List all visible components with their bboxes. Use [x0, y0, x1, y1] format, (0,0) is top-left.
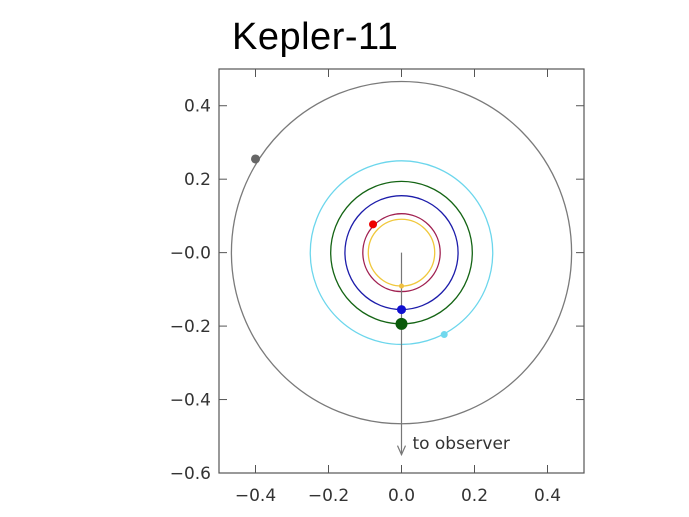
planets [251, 154, 448, 339]
planet-2 [369, 220, 378, 229]
y-tick-label: −0.2 [170, 317, 211, 337]
y-tick-label: 0.2 [184, 170, 211, 190]
x-axis-ticks: −0.4 −0.2 0.0 0.2 0.4 [235, 69, 561, 506]
y-tick-label: −0.0 [170, 244, 211, 264]
annotation-to-observer: to observer [412, 434, 509, 454]
y-tick-label: −0.6 [170, 464, 211, 484]
x-tick-label: 0.0 [388, 486, 415, 506]
chart-title: Kepler-11 [232, 16, 399, 58]
y-tick-label: −0.4 [170, 391, 211, 411]
x-tick-label: 0.4 [534, 486, 561, 506]
y-tick-label: 0.4 [184, 97, 211, 117]
y-axis-ticks: 0.4 0.2 −0.0 −0.2 −0.4 −0.6 [170, 97, 584, 484]
x-tick-label: −0.4 [235, 486, 276, 506]
x-tick-label: 0.2 [461, 486, 488, 506]
planet-4 [395, 317, 408, 330]
planet-5 [440, 331, 448, 339]
observer-arrow-head [396, 445, 407, 457]
x-tick-label: −0.2 [308, 486, 349, 506]
planet-1 [399, 283, 404, 289]
planet-6 [251, 154, 260, 164]
planet-3 [397, 305, 406, 315]
